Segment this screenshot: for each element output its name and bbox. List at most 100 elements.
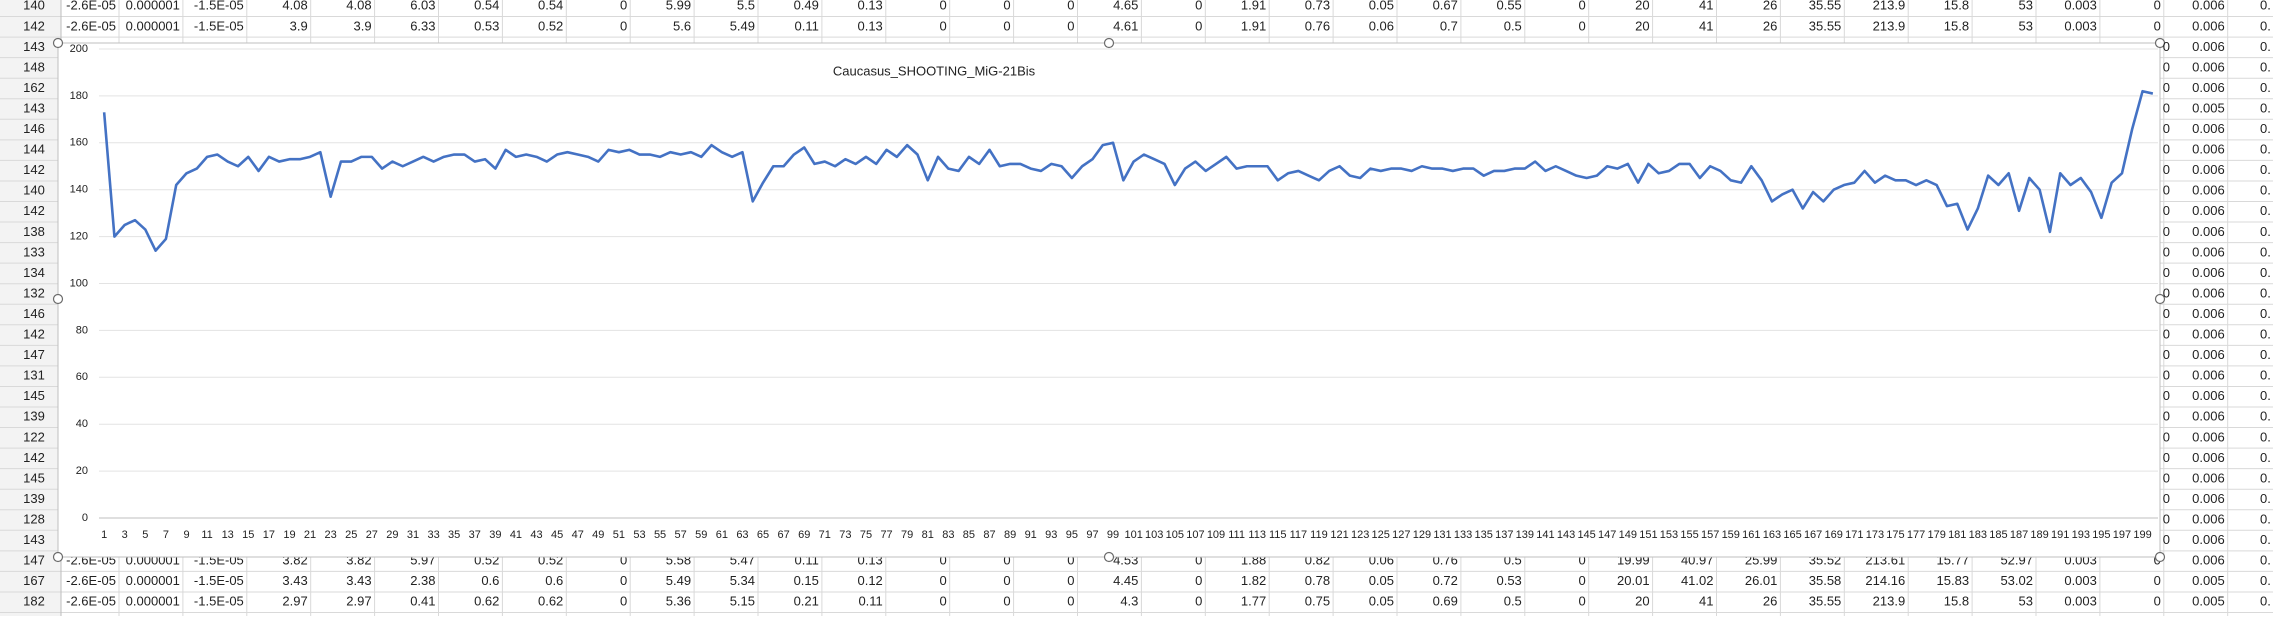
row-header: 132 (23, 285, 45, 300)
cell: 0 (939, 0, 946, 13)
x-tick-label: 61 (716, 529, 728, 541)
resize-handle (2154, 293, 2166, 305)
cell: 0 (1003, 594, 1010, 609)
y-tick-label: 80 (76, 324, 88, 336)
x-tick-label: 29 (386, 529, 398, 541)
x-tick-label: 73 (839, 529, 851, 541)
x-tick-label: 91 (1025, 529, 1037, 541)
cell: 0 (2163, 100, 2170, 115)
cell: 213.9 (1873, 594, 1906, 609)
cell: 0.73 (1305, 0, 1330, 13)
cell: -1.5E-05 (194, 594, 244, 609)
cell: 26 (1763, 18, 1777, 33)
x-tick-label: 173 (1866, 529, 1884, 541)
cell: 0 (2163, 388, 2170, 403)
cell: 0.006 (2192, 450, 2225, 465)
x-tick-label: 111 (1228, 529, 1245, 541)
cell: 213.9 (1873, 0, 1906, 13)
cell: 4.08 (282, 0, 307, 13)
cell: -2.6E-05 (66, 0, 116, 13)
cell: 0.006 (2192, 203, 2225, 218)
x-tick-label: 15 (242, 529, 254, 541)
cell: 0.67 (1433, 0, 1458, 13)
y-tick-label: 140 (70, 184, 88, 196)
x-tick-label: 125 (1372, 529, 1390, 541)
x-tick-label: 129 (1413, 529, 1431, 541)
y-tick-label: 0 (82, 512, 88, 524)
x-tick-label: 55 (654, 529, 666, 541)
row-header: 133 (23, 244, 45, 259)
x-tick-label: 113 (1248, 529, 1266, 541)
cell: 0.005 (2192, 573, 2225, 588)
cell: 0. (2260, 327, 2271, 342)
cell: 0 (620, 573, 627, 588)
x-tick-label: 57 (675, 529, 687, 541)
cell: 0.006 (2192, 121, 2225, 136)
cell: 0.05 (1369, 594, 1394, 609)
cell: 0 (1578, 18, 1585, 33)
row-header: 142 (23, 18, 45, 33)
cell: 0.003 (2064, 0, 2097, 13)
cell: 0.7 (1440, 18, 1458, 33)
resize-handle (2154, 551, 2166, 563)
cell: 0.13 (857, 18, 882, 33)
cell: 0 (2163, 265, 2170, 280)
cell: 0 (1003, 18, 1010, 33)
cell: 0. (2260, 450, 2271, 465)
x-tick-label: 49 (592, 529, 604, 541)
cell: 0 (2163, 429, 2170, 444)
cell: -1.5E-05 (194, 0, 244, 13)
chart-area (57, 42, 2161, 558)
cell: 0 (2163, 224, 2170, 239)
cell: 0 (939, 573, 946, 588)
row-header: 167 (23, 573, 45, 588)
x-tick-label: 157 (1701, 529, 1719, 541)
cell: 5.15 (730, 594, 755, 609)
cell: 0.000001 (126, 594, 180, 609)
x-tick-label: 19 (283, 529, 295, 541)
x-tick-label: 185 (1989, 529, 2007, 541)
x-tick-label: 119 (1310, 529, 1328, 541)
y-tick-label: 180 (70, 90, 88, 102)
cell: 0 (1067, 573, 1074, 588)
cell: 3.9 (290, 18, 308, 33)
cell: 5.49 (666, 573, 691, 588)
cell: 0.006 (2192, 0, 2225, 13)
cell: 0 (1003, 0, 1010, 13)
cell: 41 (1699, 594, 1713, 609)
cell: 0.006 (2192, 327, 2225, 342)
cell: 0 (939, 18, 946, 33)
x-tick-label: 23 (325, 529, 337, 541)
cell: -2.6E-05 (66, 594, 116, 609)
x-tick-label: 13 (222, 529, 234, 541)
x-tick-label: 123 (1351, 529, 1369, 541)
cell: 0.000001 (126, 573, 180, 588)
cell: 20 (1635, 18, 1649, 33)
cell: 15.8 (1944, 594, 1969, 609)
cell: 0.78 (1305, 573, 1330, 588)
cell: 0.11 (795, 18, 819, 33)
cell: 0 (1195, 18, 1202, 33)
cell: 0.006 (2192, 511, 2225, 526)
cell: 6.03 (410, 0, 435, 13)
x-tick-label: 95 (1066, 529, 1078, 541)
cell: 26 (1763, 0, 1777, 13)
cell: 0.006 (2192, 470, 2225, 485)
x-tick-label: 191 (2051, 529, 2069, 541)
x-tick-label: 103 (1145, 529, 1163, 541)
cell: 0 (2163, 162, 2170, 177)
cell: 1.91 (1241, 18, 1266, 33)
cell: 20 (1635, 594, 1649, 609)
x-tick-label: 27 (366, 529, 378, 541)
x-tick-label: 137 (1495, 529, 1513, 541)
x-tick-label: 115 (1269, 529, 1287, 541)
x-tick-label: 101 (1124, 529, 1142, 541)
x-tick-label: 41 (510, 529, 522, 541)
cell: 0. (2260, 183, 2271, 198)
cell: 1.82 (1241, 573, 1266, 588)
x-tick-label: 161 (1742, 529, 1760, 541)
x-tick-label: 105 (1166, 529, 1184, 541)
y-tick-label: 160 (70, 137, 88, 149)
x-tick-label: 165 (1783, 529, 1801, 541)
